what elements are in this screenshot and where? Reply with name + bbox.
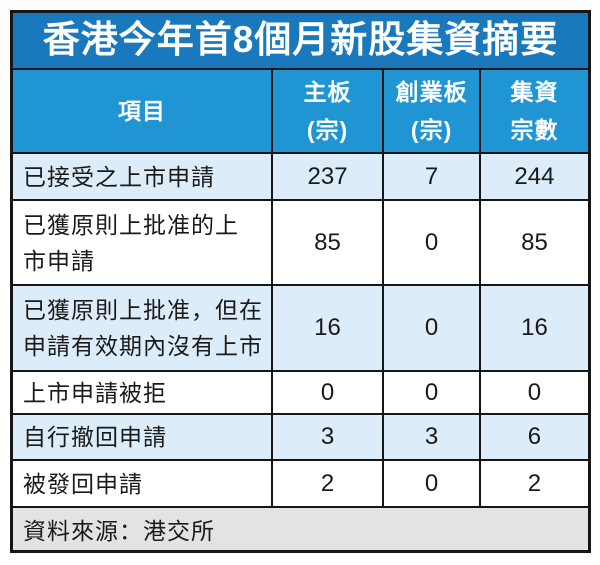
row-label: 已接受之上市申請 bbox=[13, 152, 273, 201]
row-label: 自行撤回申請 bbox=[13, 413, 273, 461]
cell-total: 244 bbox=[478, 152, 588, 201]
cell-main-board: 2 bbox=[270, 459, 385, 506]
cell-main-board: 3 bbox=[270, 413, 385, 461]
source-note: 資料來源：港交所 bbox=[13, 506, 588, 550]
cell-gem: 0 bbox=[382, 199, 481, 286]
table-row: 已接受之上市申請 237 7 244 bbox=[13, 152, 588, 201]
cell-main-board: 0 bbox=[270, 370, 385, 415]
row-label: 上市申請被拒 bbox=[13, 370, 273, 415]
row-label: 被發回申請 bbox=[13, 459, 273, 506]
cell-gem: 0 bbox=[382, 459, 481, 506]
cell-main-board: 85 bbox=[270, 199, 385, 286]
cell-gem: 0 bbox=[382, 284, 481, 372]
cell-main-board: 237 bbox=[270, 152, 385, 201]
ipo-summary-table: 項目 主板 (宗) 創業板 (宗) 集資 宗數 已接受之上市申請 237 7 2… bbox=[13, 70, 588, 506]
col-header-gem: 創業板 (宗) bbox=[382, 70, 481, 154]
table-row: 上市申請被拒 0 0 0 bbox=[13, 370, 588, 415]
table-row: 自行撤回申請 3 3 6 bbox=[13, 413, 588, 461]
col-header-total: 集資 宗數 bbox=[478, 70, 588, 154]
cell-gem: 7 bbox=[382, 152, 481, 201]
table-row: 已獲原則上批准，但在 申請有效期內沒有上市 16 0 16 bbox=[13, 284, 588, 372]
col-header-main-board: 主板 (宗) bbox=[270, 70, 385, 154]
col-header-item: 項目 bbox=[13, 70, 273, 154]
table-row: 被發回申請 2 0 2 bbox=[13, 459, 588, 506]
cell-total: 6 bbox=[478, 413, 588, 461]
table-row: 已獲原則上批准的上 市申請 85 0 85 bbox=[13, 199, 588, 286]
cell-main-board: 16 bbox=[270, 284, 385, 372]
cell-total: 16 bbox=[478, 284, 588, 372]
cell-gem: 3 bbox=[382, 413, 481, 461]
cell-gem: 0 bbox=[382, 370, 481, 415]
table-title: 香港今年首8個月新股集資摘要 bbox=[13, 13, 588, 70]
cell-total: 85 bbox=[478, 199, 588, 286]
header-row: 項目 主板 (宗) 創業板 (宗) 集資 宗數 bbox=[13, 70, 588, 154]
row-label: 已獲原則上批准的上 市申請 bbox=[13, 199, 273, 286]
cell-total: 2 bbox=[478, 459, 588, 506]
cell-total: 0 bbox=[478, 370, 588, 415]
row-label: 已獲原則上批准，但在 申請有效期內沒有上市 bbox=[13, 284, 273, 372]
ipo-summary-panel: 香港今年首8個月新股集資摘要 項目 主板 (宗) 創業板 (宗) 集資 宗數 已… bbox=[10, 10, 591, 553]
